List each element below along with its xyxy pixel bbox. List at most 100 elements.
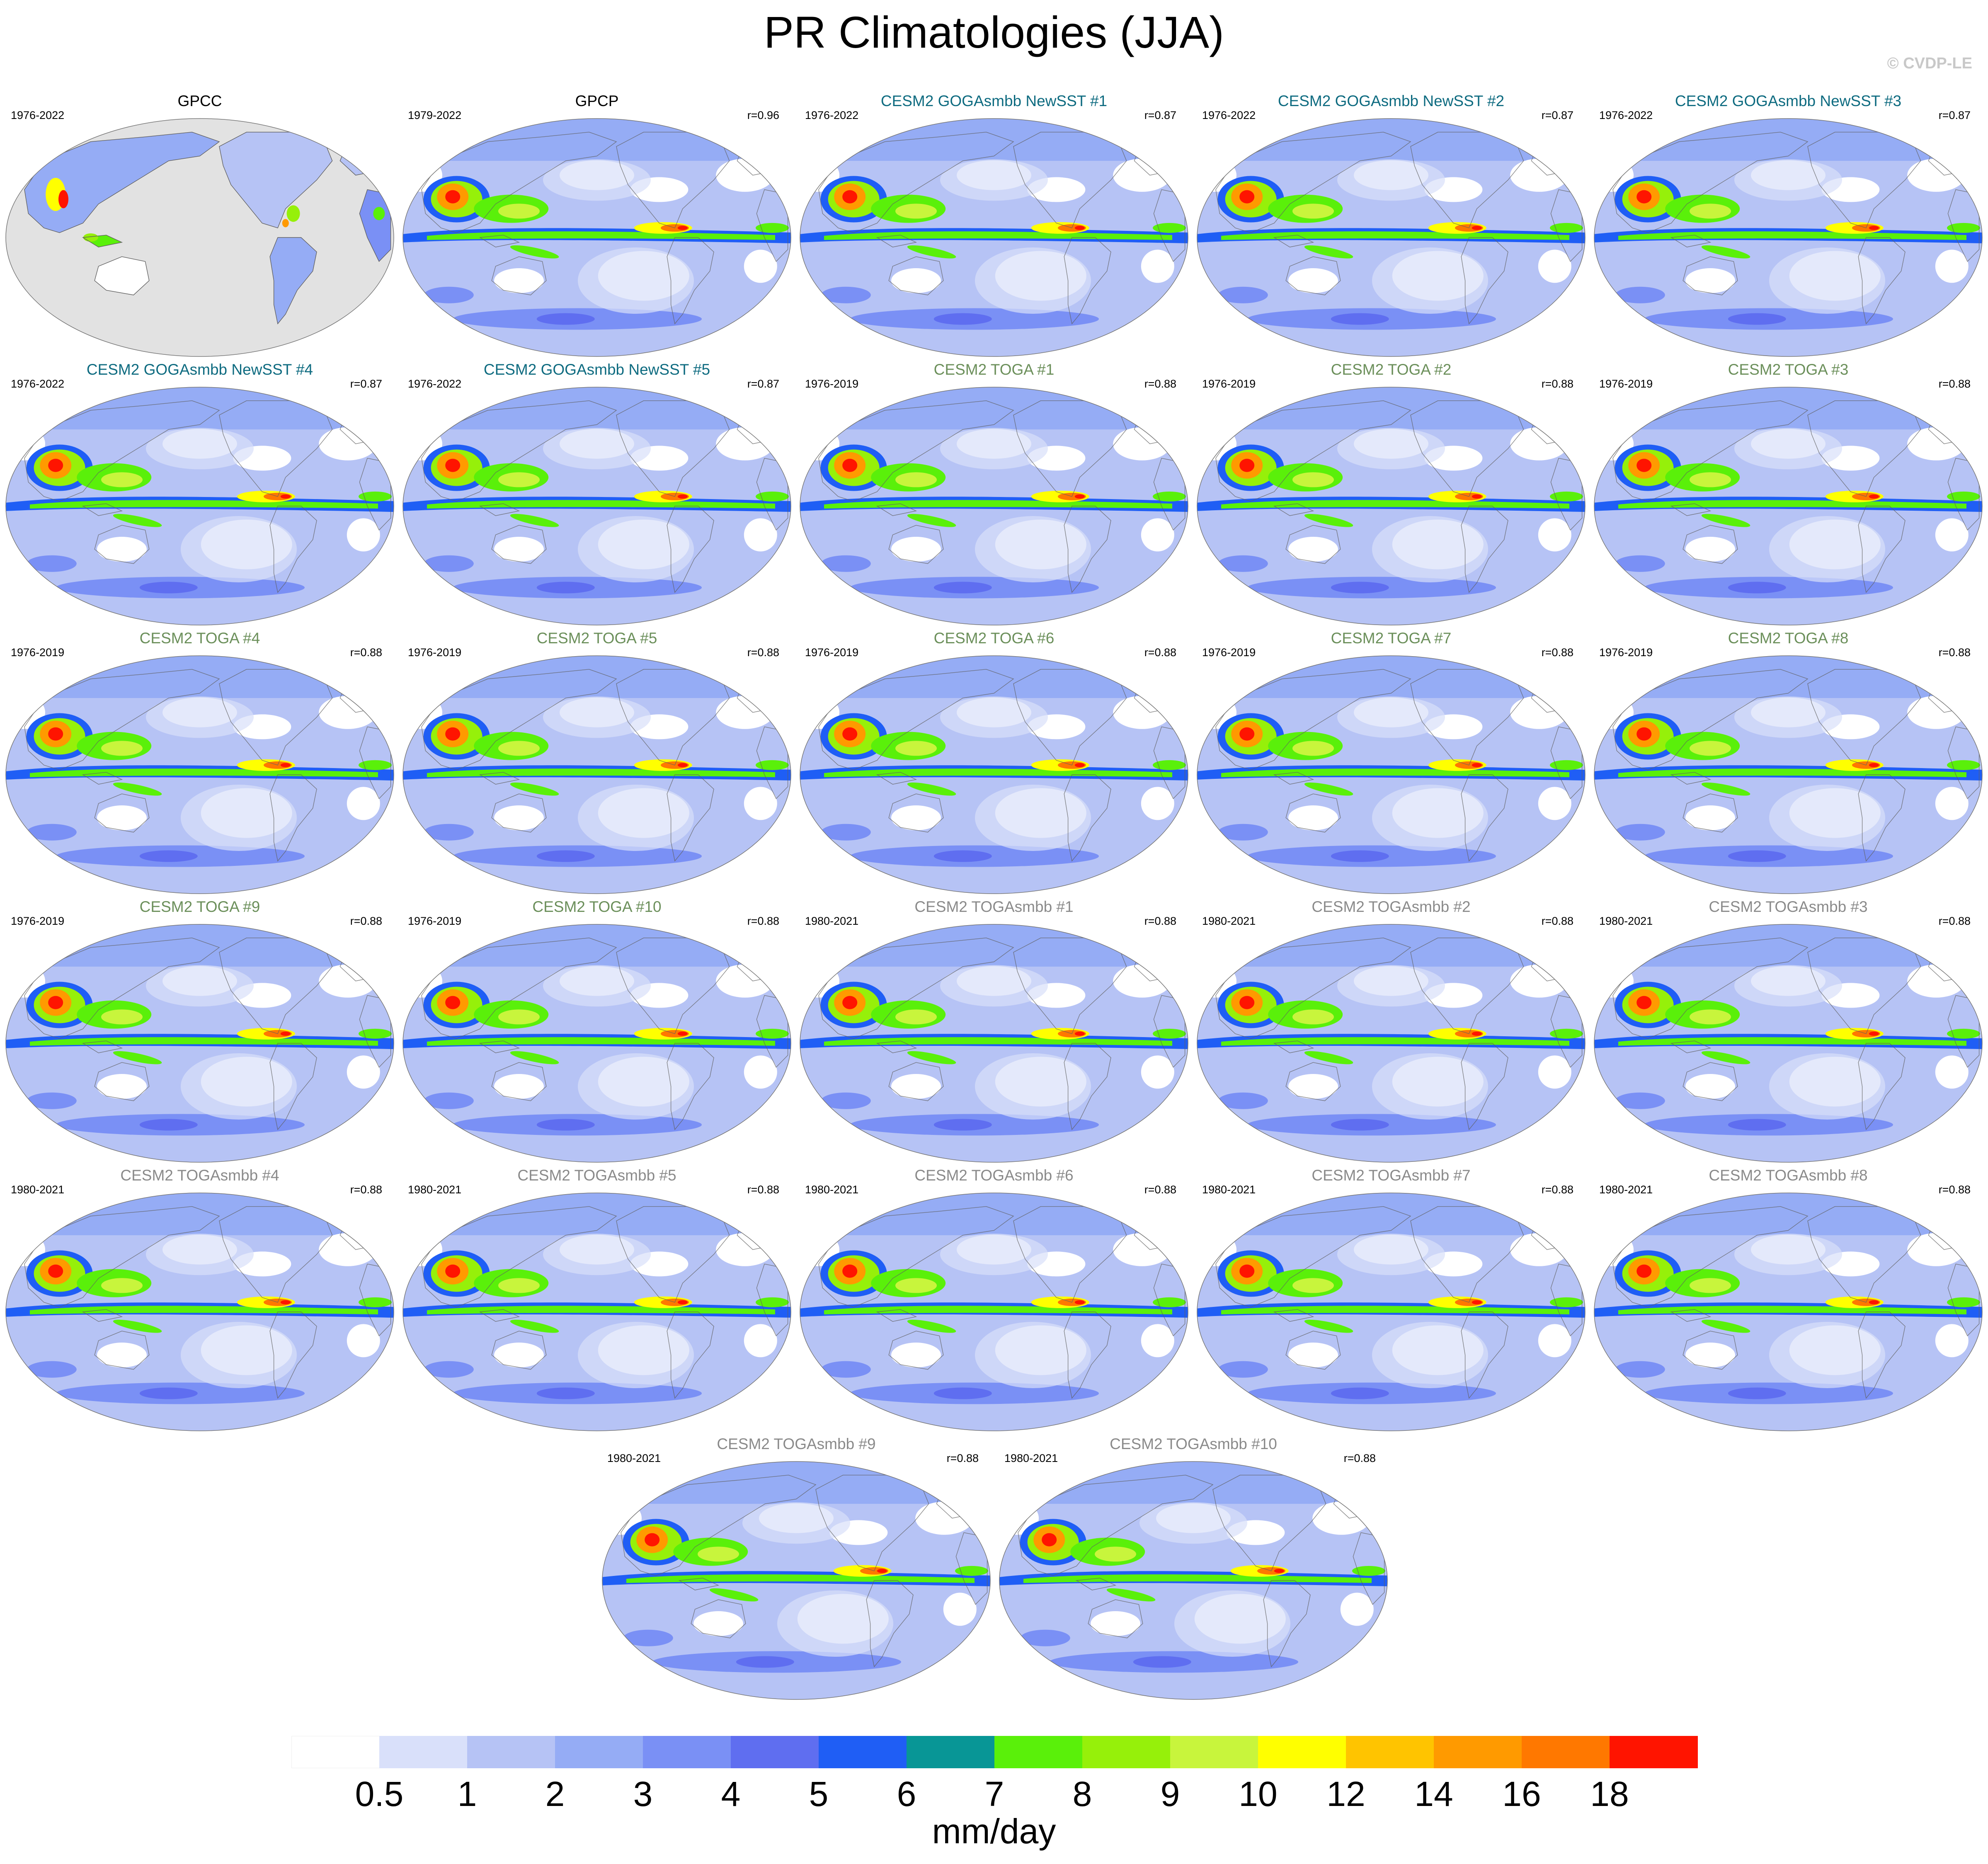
colorbar-tick-label: 7	[984, 1774, 1004, 1813]
panel-period: 1980-2021	[607, 1452, 661, 1464]
map-panel: CESM2 TOGA #7 1976-2019 r=0.88	[1196, 629, 1586, 894]
panel-correlation: r=0.88	[1144, 1183, 1176, 1196]
colorbar-swatch	[731, 1736, 819, 1768]
panel-period: 1976-2019	[11, 915, 65, 927]
colorbar-swatch	[907, 1736, 995, 1768]
map-panel: CESM2 TOGAsmbb #7 1980-2021 r=0.88	[1196, 1166, 1586, 1432]
page-title: PR Climatologies (JJA)	[764, 7, 1224, 57]
panel-period: 1976-2022	[11, 109, 65, 121]
precip-map	[5, 118, 394, 357]
panel-correlation: r=0.88	[747, 646, 779, 659]
precip-map	[800, 118, 1188, 357]
colorbar-tick-label: 12	[1326, 1774, 1365, 1813]
panel-title: CESM2 GOGAsmbb NewSST #2	[1278, 92, 1505, 109]
panel-title: CESM2 TOGAsmbb #3	[1709, 898, 1868, 915]
panel-period: 1980-2021	[1599, 1183, 1653, 1196]
panel-correlation: r=0.88	[946, 1452, 979, 1464]
panel-title: CESM2 TOGAsmbb #5	[517, 1167, 676, 1184]
colorbar-swatch	[643, 1736, 731, 1768]
precip-map	[5, 1193, 394, 1431]
precip-map	[5, 387, 394, 625]
colorbar-tick-label: 10	[1239, 1774, 1278, 1813]
map-panel: CESM2 TOGA #6 1976-2019 r=0.88	[799, 629, 1189, 894]
panel-period: 1976-2019	[1202, 378, 1256, 390]
precip-map	[1594, 387, 1983, 625]
panel-period: 1980-2021	[11, 1183, 65, 1196]
panel-correlation: r=0.87	[747, 378, 779, 390]
panel-title: CESM2 GOGAsmbb NewSST #4	[86, 361, 313, 378]
map-panel: GPCC 1976-2022	[5, 92, 395, 357]
map-panel: CESM2 TOGAsmbb #5 1980-2021 r=0.88	[402, 1166, 792, 1432]
colorbar-tick-label: 4	[721, 1774, 741, 1813]
colorbar-swatch	[1522, 1736, 1610, 1768]
panel-title: CESM2 GOGAsmbb NewSST #5	[483, 361, 710, 378]
panel-title: CESM2 TOGA #9	[139, 898, 260, 915]
map-panel: CESM2 TOGAsmbb #2 1980-2021 r=0.88	[1196, 898, 1586, 1163]
panel-title: GPCP	[575, 92, 619, 109]
panel-period: 1980-2021	[1202, 915, 1256, 927]
panel-period: 1976-2019	[1599, 646, 1653, 659]
panel-title: GPCC	[177, 92, 222, 109]
precip-map	[1197, 924, 1586, 1163]
panel-title: CESM2 TOGAsmbb #1	[914, 898, 1074, 915]
map-panel: CESM2 TOGA #10 1976-2019 r=0.88	[402, 898, 792, 1163]
panel-period: 1976-2022	[1202, 109, 1256, 121]
panel-title: CESM2 TOGAsmbb #10	[1110, 1435, 1277, 1452]
panel-correlation: r=0.88	[1144, 378, 1176, 390]
panel-title: CESM2 TOGA #4	[139, 630, 260, 647]
precip-map	[999, 1461, 1388, 1700]
colorbar-tick-label: 16	[1502, 1774, 1541, 1813]
colorbar-tick-label: 9	[1160, 1774, 1180, 1813]
panel-correlation: r=0.87	[1938, 109, 1971, 121]
panel-period: 1980-2021	[1004, 1452, 1058, 1464]
panel-correlation: r=0.88	[747, 1183, 779, 1196]
map-panel: CESM2 TOGA #4 1976-2019 r=0.88	[5, 629, 395, 894]
panel-period: 1980-2021	[408, 1183, 462, 1196]
panel-title: CESM2 TOGA #3	[1728, 361, 1849, 378]
panel-period: 1976-2019	[1202, 646, 1256, 659]
colorbar-swatch	[1258, 1736, 1346, 1768]
precip-map	[402, 655, 791, 894]
watermark: © CVDP-LE	[1887, 55, 1972, 72]
colorbar-tick-label: 1	[457, 1774, 477, 1813]
colorbar	[291, 1736, 1698, 1768]
panel-correlation: r=0.96	[747, 109, 779, 121]
precip-map	[1197, 118, 1586, 357]
precip-map	[1594, 1193, 1983, 1431]
panel-correlation: r=0.88	[1541, 646, 1573, 659]
colorbar-swatch	[1082, 1736, 1171, 1768]
panel-correlation: r=0.88	[350, 1183, 382, 1196]
panel-period: 1976-2019	[805, 378, 859, 390]
colorbar-swatch	[1346, 1736, 1434, 1768]
colorbar-tick-label: 18	[1590, 1774, 1629, 1813]
map-panel: CESM2 TOGA #5 1976-2019 r=0.88	[402, 629, 792, 894]
precip-map	[800, 655, 1188, 894]
map-panel: CESM2 TOGAsmbb #8 1980-2021 r=0.88	[1593, 1166, 1983, 1432]
panel-period: 1980-2021	[1599, 915, 1653, 927]
precip-map	[1197, 1193, 1586, 1431]
precip-map	[402, 1193, 791, 1431]
colorbar-tick-label: 14	[1414, 1774, 1453, 1813]
panel-period: 1976-2022	[11, 378, 65, 390]
colorbar-swatch	[1610, 1736, 1698, 1768]
colorbar-tick-label: 8	[1072, 1774, 1092, 1813]
precip-map	[402, 118, 791, 357]
map-panel: CESM2 TOGA #1 1976-2019 r=0.88	[799, 361, 1189, 626]
precip-map	[1594, 118, 1983, 357]
map-panel: CESM2 GOGAsmbb NewSST #2 1976-2022 r=0.87	[1196, 92, 1586, 357]
panel-title: CESM2 TOGAsmbb #6	[914, 1167, 1074, 1184]
colorbar-swatch	[1434, 1736, 1522, 1768]
colorbar-swatch	[379, 1736, 468, 1768]
map-panel: CESM2 TOGAsmbb #4 1980-2021 r=0.88	[5, 1166, 395, 1432]
panel-correlation: r=0.88	[1938, 378, 1971, 390]
panel-period: 1979-2022	[408, 109, 462, 121]
map-panel: CESM2 TOGA #9 1976-2019 r=0.88	[5, 898, 395, 1163]
panel-period: 1976-2019	[408, 915, 462, 927]
panel-title: CESM2 TOGA #5	[536, 630, 657, 647]
map-panel: CESM2 TOGAsmbb #6 1980-2021 r=0.88	[799, 1166, 1189, 1432]
panel-title: CESM2 TOGAsmbb #8	[1709, 1167, 1868, 1184]
panel-title: CESM2 TOGA #10	[532, 898, 662, 915]
colorbar-swatch	[994, 1736, 1083, 1768]
precip-map	[402, 387, 791, 625]
panel-correlation: r=0.88	[1541, 1183, 1573, 1196]
